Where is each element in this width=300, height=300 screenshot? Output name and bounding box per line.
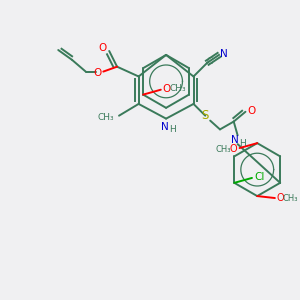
Text: O: O [247, 106, 256, 116]
Text: O: O [277, 193, 285, 203]
Text: Cl: Cl [255, 172, 265, 182]
Text: CH₃: CH₃ [283, 194, 298, 202]
Text: O: O [230, 144, 238, 154]
Text: C: C [206, 57, 212, 66]
Text: CH₃: CH₃ [169, 84, 186, 93]
Text: N: N [161, 122, 169, 133]
Text: O: O [163, 84, 171, 94]
Text: CH₃: CH₃ [98, 113, 115, 122]
Text: H: H [169, 125, 176, 134]
Text: N: N [231, 135, 239, 145]
Text: CH₃: CH₃ [215, 145, 231, 154]
Text: O: O [98, 43, 106, 53]
Text: O: O [93, 68, 102, 78]
Text: S: S [202, 109, 209, 122]
Text: H: H [239, 139, 246, 148]
Text: N: N [220, 49, 228, 59]
